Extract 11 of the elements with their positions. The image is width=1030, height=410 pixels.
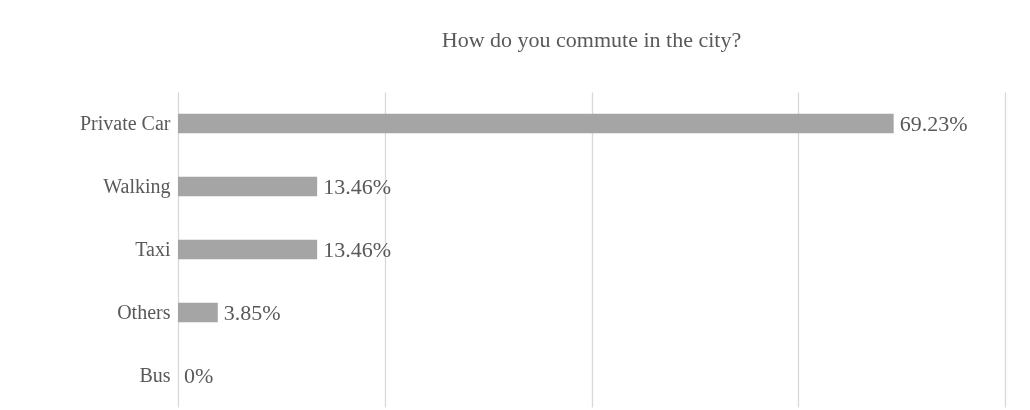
data-label: 13.46% [323, 173, 391, 199]
data-label: 69.23% [899, 110, 968, 136]
y-tick-label: Taxi [135, 237, 171, 260]
data-label: 13.46% [323, 236, 391, 262]
y-tick-label: Walking [103, 174, 171, 198]
data-label: 3.85% [223, 299, 281, 325]
chart-title: How do you commute in the city? [441, 27, 742, 52]
y-tick-label: Others [117, 300, 171, 323]
data-label: 0% [184, 362, 214, 388]
y-tick-label: Private Car [79, 111, 171, 134]
y-tick-label: Bus [139, 363, 171, 386]
